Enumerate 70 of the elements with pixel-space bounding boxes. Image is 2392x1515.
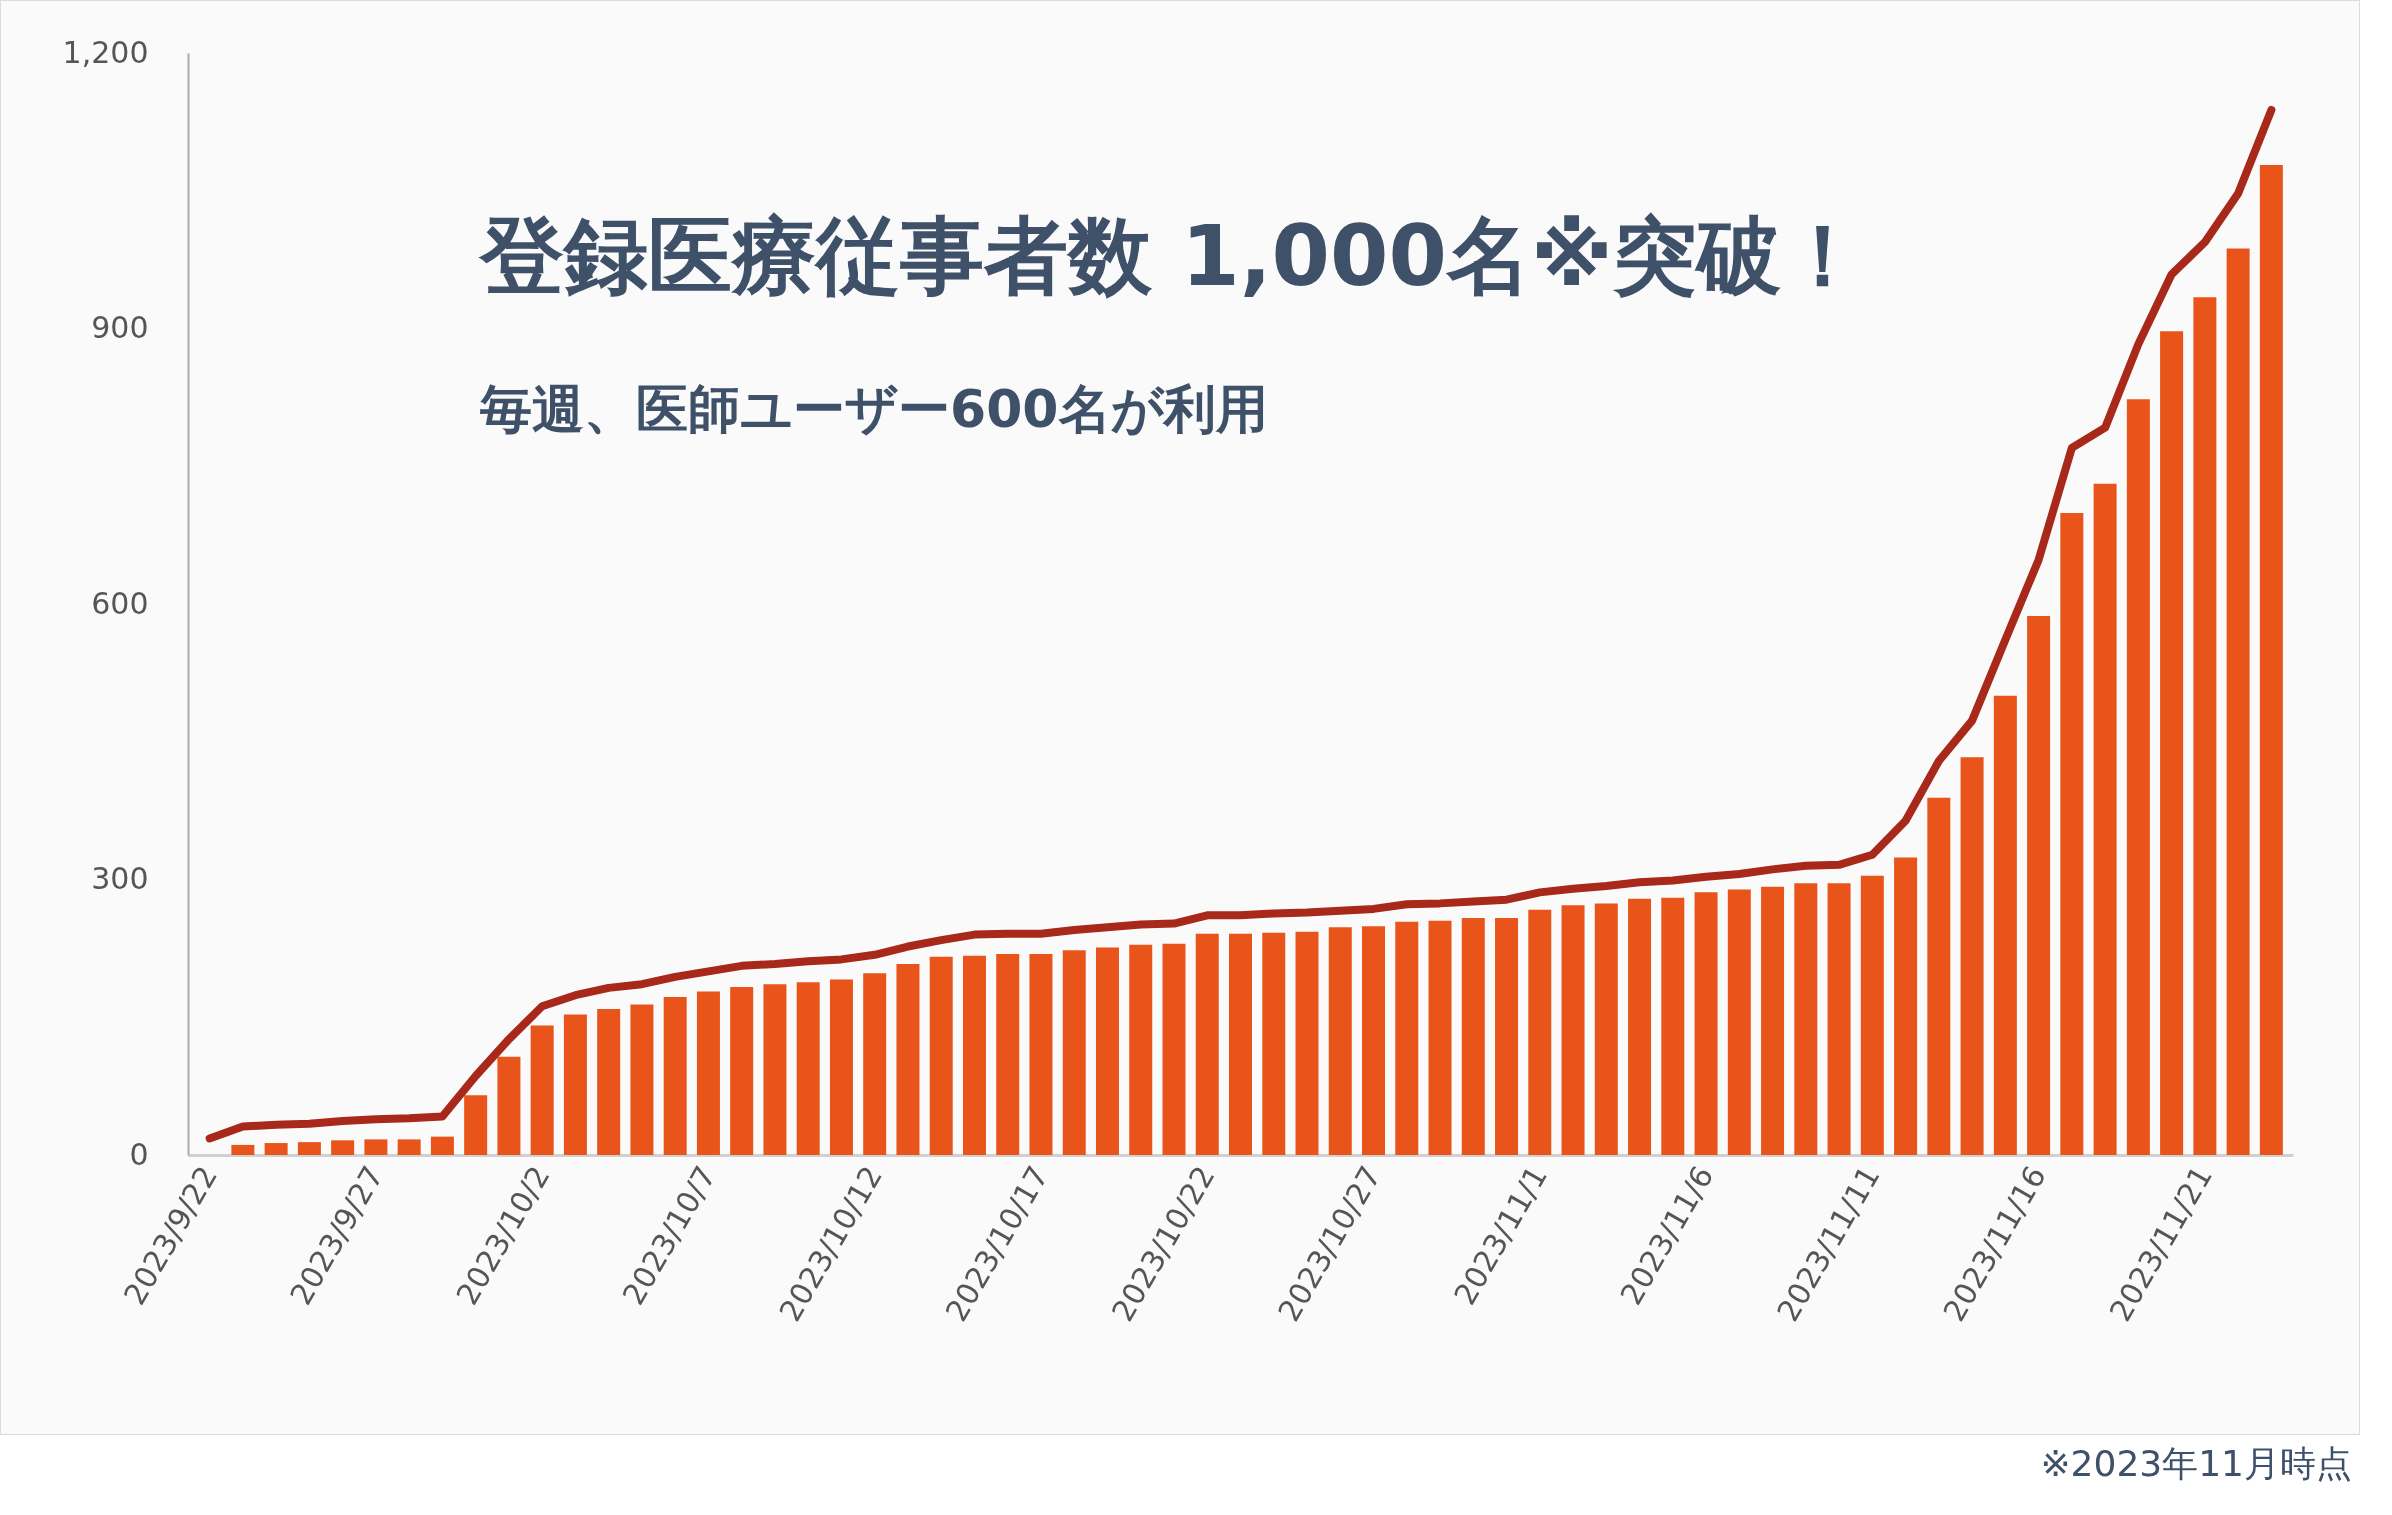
bar [2226,248,2250,1155]
bar [1993,695,2017,1155]
bar [1395,921,1419,1155]
bar [2027,615,2051,1155]
bar [1860,875,1884,1155]
bar [929,956,953,1155]
bar [1694,892,1718,1155]
bar [630,1004,654,1155]
bar [2060,513,2084,1155]
bar [364,1139,388,1155]
bar [1827,883,1851,1155]
bar [1495,918,1519,1155]
bar [264,1143,288,1155]
bar [2193,297,2217,1155]
bar [1129,944,1153,1155]
bar [1195,933,1219,1155]
bar [597,1008,621,1155]
bar [231,1144,255,1155]
bar [331,1140,355,1155]
bar [297,1142,321,1155]
y-tick-label: 900 [91,310,149,345]
bar [763,984,787,1155]
bar [1229,933,1252,1155]
bar [1362,926,1386,1155]
bar [1628,898,1652,1155]
bar [1262,932,1286,1155]
bar [1328,927,1352,1155]
bar [430,1136,454,1155]
text: 毎週、医師ユーザー600名が利用 [480,378,1268,441]
y-tick-label: 1,200 [62,34,149,70]
bar [829,979,853,1155]
bar [2160,331,2184,1155]
bar [996,953,1020,1155]
bar [696,991,720,1155]
bar [1960,757,1984,1155]
bar [1528,909,1552,1155]
bar [863,973,887,1155]
bar [1461,918,1485,1155]
bar [530,1025,554,1155]
bar [796,982,820,1155]
text: 登録医療従事者数 1,000名※突破！ [480,206,1865,307]
bar [896,963,920,1155]
bar [1162,943,1186,1155]
bar [1561,905,1585,1155]
bar [730,986,754,1155]
bar [1095,947,1119,1155]
bar [1761,886,1785,1155]
bar [497,1056,521,1155]
bar [1295,931,1319,1155]
text: ※2023年11月時点 [2040,1442,2352,1486]
bar [1661,897,1685,1155]
bar [962,955,986,1155]
bar [1029,953,1053,1155]
bar [2259,165,2283,1155]
y-tick-label: 0 [129,1136,149,1172]
bar [1894,857,1918,1155]
bar [1594,903,1618,1155]
bar [2126,399,2150,1155]
bar [397,1139,421,1155]
bar [1927,797,1951,1155]
bar [1727,889,1751,1155]
bar [1428,920,1452,1155]
y-tick-label: 600 [91,585,149,621]
bar [2093,483,2117,1155]
bar [1794,883,1818,1155]
bar [663,997,687,1155]
bar [563,1014,587,1155]
bar [464,1095,488,1155]
bar [1062,950,1086,1155]
y-tick-label: 300 [91,861,149,896]
